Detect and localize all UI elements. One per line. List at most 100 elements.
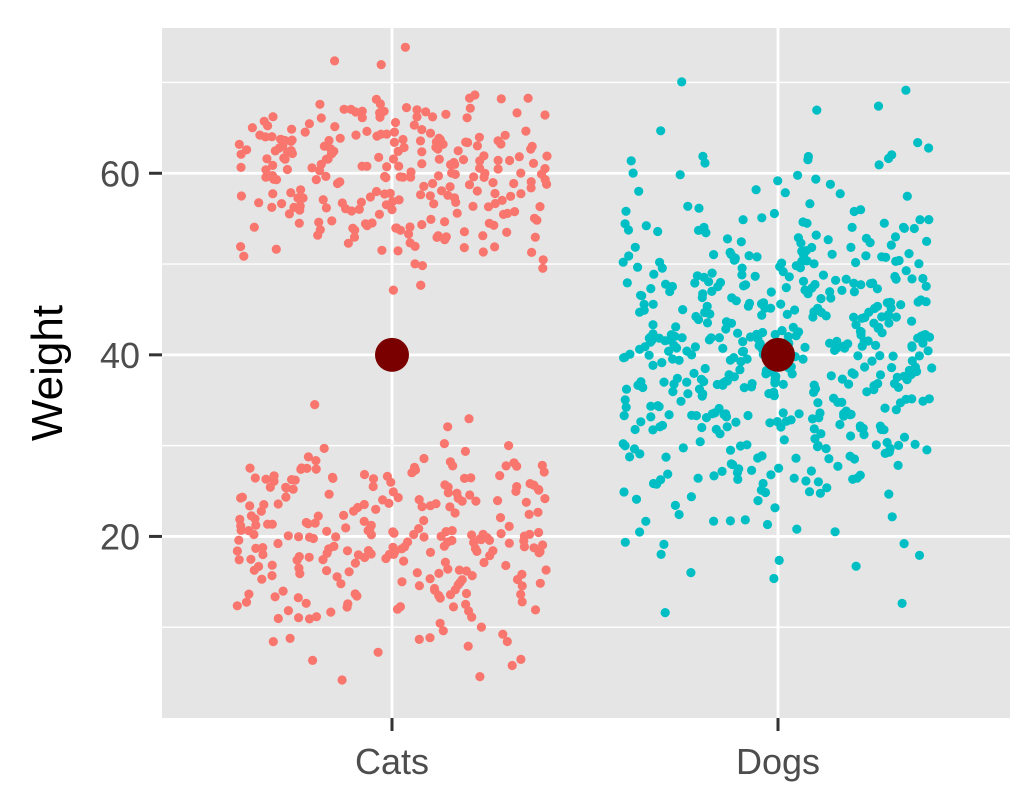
data-point-cats [300, 127, 310, 137]
data-point-cats [287, 124, 297, 134]
data-point-cats [301, 598, 311, 608]
data-point-dogs [922, 445, 932, 455]
data-point-cats [353, 502, 363, 513]
data-point-dogs [777, 326, 787, 336]
data-point-cats [303, 452, 313, 462]
data-point-cats [268, 160, 278, 170]
data-point-dogs [648, 478, 659, 489]
data-point-dogs [770, 503, 780, 513]
data-point-dogs [668, 387, 678, 397]
data-point-cats [469, 172, 479, 182]
data-point-cats [474, 132, 484, 142]
data-point-dogs [718, 378, 728, 388]
data-point-dogs [862, 387, 872, 397]
data-point-dogs [812, 105, 822, 115]
data-point-dogs [690, 342, 701, 352]
data-point-dogs [783, 332, 793, 342]
data-point-cats [519, 531, 530, 541]
data-point-cats [538, 540, 548, 550]
data-point-dogs [648, 360, 658, 370]
data-point-dogs [813, 477, 824, 487]
data-point-cats [319, 443, 329, 453]
data-point-cats [472, 186, 482, 196]
data-point-cats [416, 190, 426, 200]
data-point-dogs [697, 422, 707, 433]
data-point-dogs [656, 126, 666, 136]
data-point-cats [439, 439, 449, 449]
data-point-dogs [833, 461, 843, 471]
data-point-cats [244, 526, 254, 536]
data-point-cats [386, 477, 396, 487]
data-point-cats [472, 141, 482, 151]
data-point-cats [310, 400, 320, 410]
data-point-dogs [902, 191, 912, 201]
data-point-cats [415, 136, 426, 146]
data-point-cats [283, 531, 293, 541]
data-point-cats [273, 613, 283, 624]
data-point-dogs [877, 312, 887, 322]
data-point-cats [292, 555, 302, 565]
data-point-cats [267, 571, 277, 581]
data-point-dogs [752, 252, 762, 262]
data-point-cats [293, 593, 303, 603]
data-point-dogs [851, 257, 861, 268]
data-point-dogs [671, 322, 681, 332]
data-point-dogs [913, 297, 923, 307]
data-point-cats [343, 238, 353, 248]
data-point-dogs [634, 186, 644, 196]
data-point-dogs [743, 410, 753, 421]
data-point-dogs [628, 168, 638, 178]
data-point-dogs [888, 351, 898, 361]
data-point-cats [245, 463, 255, 473]
data-point-dogs [687, 350, 697, 360]
data-point-dogs [846, 431, 856, 441]
data-point-cats [281, 492, 291, 502]
data-point-cats [257, 574, 267, 584]
data-point-dogs [844, 379, 854, 389]
data-point-dogs [661, 452, 671, 462]
data-point-dogs [714, 333, 725, 343]
data-point-dogs [774, 463, 784, 473]
data-point-dogs [641, 221, 651, 231]
mean-point-cats [375, 337, 409, 372]
data-point-cats [479, 172, 489, 182]
data-point-cats [267, 560, 277, 570]
data-point-dogs [733, 474, 743, 484]
data-point-cats [475, 534, 485, 544]
data-point-cats [352, 591, 362, 601]
data-point-dogs [620, 219, 630, 229]
data-point-cats [434, 590, 444, 601]
data-point-dogs [869, 381, 879, 391]
data-point-dogs [835, 189, 845, 199]
data-point-cats [330, 122, 340, 132]
data-point-dogs [707, 286, 717, 296]
data-point-cats [410, 465, 421, 475]
data-point-dogs [907, 274, 917, 284]
data-point-cats [528, 158, 539, 168]
data-point-cats [350, 225, 360, 235]
data-point-dogs [766, 470, 776, 480]
data-point-cats [258, 549, 268, 560]
data-point-dogs [890, 232, 901, 242]
data-point-cats [467, 530, 477, 540]
data-point-dogs [803, 289, 813, 299]
data-point-dogs [709, 250, 719, 260]
data-point-dogs [792, 524, 802, 534]
data-point-cats [349, 232, 360, 242]
data-point-cats [337, 675, 347, 685]
data-point-dogs [762, 519, 773, 530]
data-point-cats [425, 633, 435, 643]
data-point-dogs [699, 376, 709, 387]
data-point-dogs [887, 363, 897, 373]
data-point-cats [541, 565, 551, 575]
data-point-dogs [721, 412, 732, 422]
data-point-cats [336, 579, 346, 589]
data-point-dogs [721, 324, 731, 334]
data-point-cats [245, 501, 255, 511]
data-point-cats [457, 496, 467, 506]
data-point-dogs [746, 382, 757, 392]
data-point-dogs [789, 473, 799, 483]
data-point-cats [505, 155, 515, 166]
data-point-cats [463, 641, 473, 651]
data-point-dogs [744, 298, 755, 308]
